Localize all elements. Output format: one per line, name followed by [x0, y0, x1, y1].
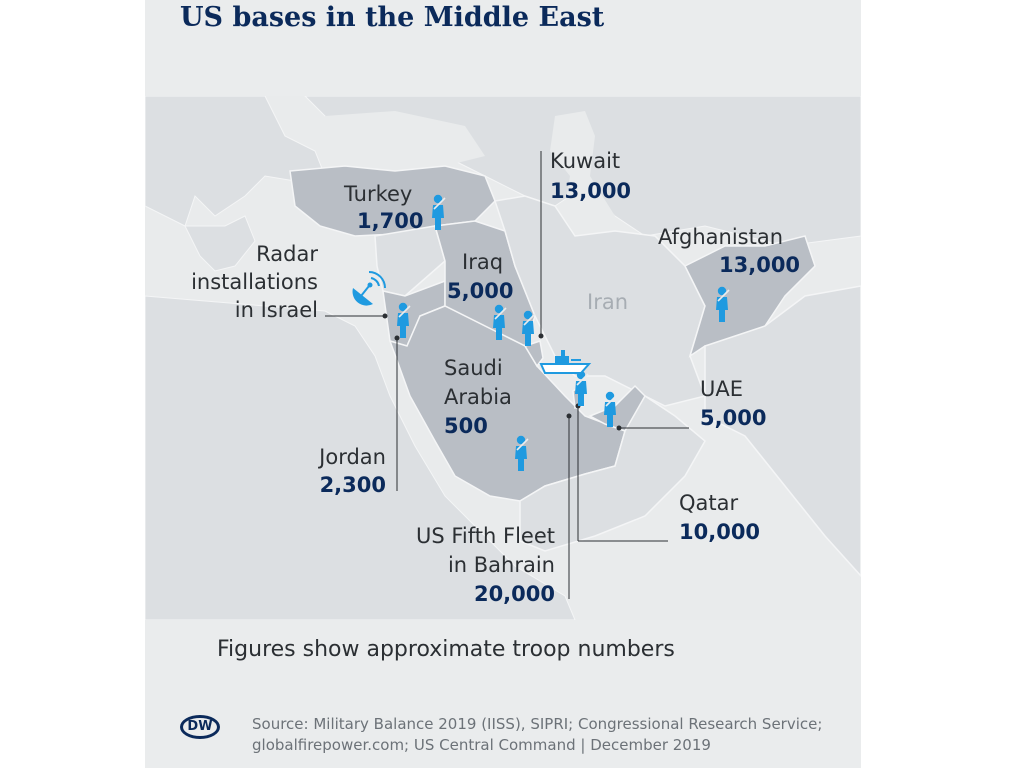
- uae-troops: 5,000: [700, 406, 767, 430]
- dw-logo: DW: [180, 715, 220, 739]
- israel-label-line3: in Israel: [234, 298, 318, 322]
- iraq-troops: 5,000: [447, 279, 514, 303]
- bahrain-label-line1: US Fifth Fleet: [416, 524, 555, 548]
- bahrain-troops: 20,000: [473, 582, 555, 606]
- land-kuwait: [523, 340, 544, 368]
- source-text: Source: Military Balance 2019 (IISS), SI…: [252, 714, 822, 756]
- land-europe: [145, 96, 326, 227]
- leader-lines: [325, 151, 689, 599]
- jordan-troops: 2,300: [319, 473, 386, 497]
- iran-label: Iran: [587, 290, 629, 314]
- turkey-label: Turkey: [344, 182, 413, 206]
- caspian-sea: [550, 111, 615, 246]
- uae-label: UAE: [700, 377, 744, 401]
- afghanistan-label: Afghanistan: [658, 225, 784, 249]
- bahrain-label-line2: in Bahrain: [447, 553, 555, 577]
- turkey-troops: 1,700: [357, 209, 424, 233]
- qatar-troops: 10,000: [679, 520, 761, 544]
- footnote: Figures show approximate troop numbers: [217, 637, 675, 662]
- iraq-label: Iraq: [462, 250, 504, 274]
- land-afghanistan: [683, 235, 816, 358]
- jordan-label: Jordan: [319, 445, 386, 469]
- page-title: US bases in the Middle East: [180, 2, 605, 33]
- land-south-asia: [704, 285, 861, 578]
- saudi-label-line2: Arabia: [444, 385, 512, 409]
- israel-label-line1: Radar: [256, 242, 318, 266]
- ship-icon: [539, 350, 592, 374]
- land-greece: [184, 215, 256, 272]
- israel-label-line2: installations: [191, 270, 318, 294]
- qatar-label: Qatar: [679, 491, 739, 515]
- source-line-2: globalfirepower.com; US Central Command …: [252, 736, 711, 754]
- land-africa: [145, 295, 576, 620]
- radar-dish-icon: [352, 271, 386, 306]
- source-line-1: Source: Military Balance 2019 (IISS), SI…: [252, 715, 823, 733]
- saudi-label-line1: Saudi: [444, 356, 503, 380]
- saudi-troops: 500: [444, 414, 488, 438]
- black-sea: [320, 111, 485, 166]
- kuwait-troops: 13,000: [550, 179, 632, 203]
- map: [145, 96, 861, 620]
- afghanistan-troops: 13,000: [719, 253, 801, 277]
- kuwait-label: Kuwait: [550, 149, 621, 173]
